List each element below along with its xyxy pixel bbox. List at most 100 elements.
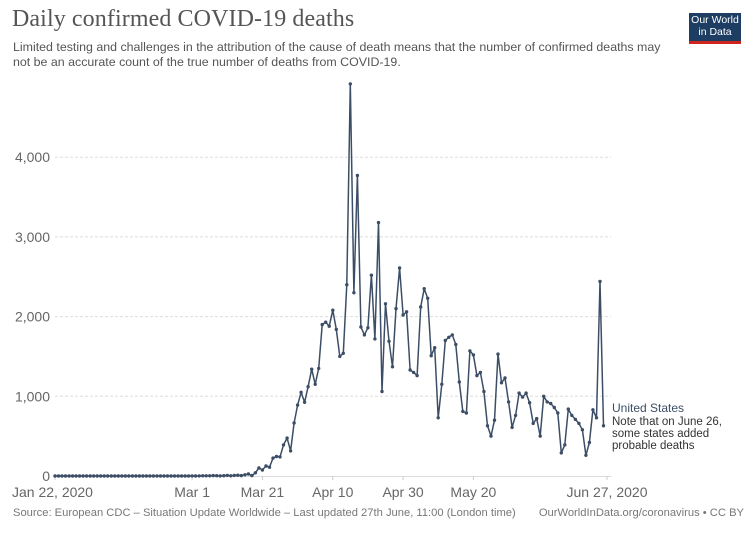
chart-title: Daily confirmed COVID-19 deaths	[12, 6, 355, 32]
data-point	[211, 473, 215, 478]
data-point	[426, 296, 430, 300]
data-point	[443, 338, 447, 343]
data-point	[310, 367, 314, 371]
data-point	[580, 428, 585, 432]
data-point	[281, 443, 286, 447]
data-point	[165, 474, 170, 478]
data-point	[436, 416, 440, 420]
data-point	[141, 474, 145, 478]
data-point	[517, 391, 521, 395]
data-point	[577, 421, 581, 426]
data-point	[106, 474, 110, 478]
credit-link[interactable]: OurWorldInData.org/coronavirus • CC BY	[538, 507, 744, 519]
data-point	[348, 82, 352, 86]
data-point	[362, 333, 367, 337]
data-point	[492, 418, 497, 422]
data-point	[496, 352, 500, 356]
data-point	[485, 424, 490, 428]
data-point	[183, 474, 187, 478]
grid-lines	[55, 156, 611, 397]
data-point	[591, 408, 595, 412]
data-point	[598, 279, 602, 284]
data-point	[243, 473, 247, 477]
data-point	[411, 370, 416, 375]
data-point	[113, 474, 117, 478]
data-point	[524, 391, 528, 395]
data-point	[172, 474, 177, 478]
data-point	[225, 473, 229, 478]
data-point	[380, 389, 384, 394]
series-label-united-states[interactable]: United States	[612, 401, 684, 415]
data-point	[158, 474, 163, 478]
data-point	[352, 291, 356, 295]
data-point	[457, 380, 461, 384]
data-point	[176, 474, 180, 478]
data-point	[137, 474, 142, 478]
data-point	[190, 474, 194, 478]
data-point	[81, 474, 85, 478]
data-point	[148, 474, 152, 478]
data-point	[179, 474, 184, 478]
data-point	[419, 305, 423, 309]
data-point	[359, 325, 363, 329]
owid-logo[interactable]: Our World in Data	[689, 13, 741, 44]
data-point	[285, 436, 289, 440]
data-point	[295, 403, 300, 407]
data-point	[531, 421, 535, 426]
data-point	[144, 474, 149, 478]
data-point	[116, 474, 121, 478]
data-point	[506, 400, 511, 404]
data-point	[302, 400, 307, 404]
data-point	[151, 474, 156, 478]
data-point	[130, 474, 135, 478]
data-point	[549, 401, 553, 406]
data-point	[250, 473, 254, 478]
data-point	[299, 390, 303, 394]
data-point	[208, 474, 212, 478]
data-point	[134, 474, 138, 478]
data-point	[556, 411, 560, 415]
data-point	[88, 474, 92, 478]
data-point	[464, 411, 469, 415]
data-point	[95, 474, 99, 478]
annotation-line: probable deaths	[612, 440, 695, 452]
data-point	[70, 474, 75, 478]
data-point	[236, 473, 240, 477]
data-point	[454, 342, 458, 347]
data-point	[341, 351, 345, 355]
data-point	[222, 474, 226, 478]
data-point	[429, 354, 433, 358]
data-point	[387, 339, 391, 343]
data-point	[246, 472, 251, 476]
data-point	[366, 326, 370, 330]
data-point	[292, 421, 296, 425]
data-point	[338, 354, 342, 359]
data-point	[559, 451, 563, 455]
data-point	[264, 464, 268, 468]
data-point	[390, 365, 395, 369]
data-point	[109, 474, 114, 478]
data-point	[503, 376, 507, 380]
data-point	[84, 474, 89, 478]
data-point	[67, 474, 71, 478]
data-point	[239, 473, 243, 478]
data-point	[373, 337, 377, 341]
data-point	[56, 474, 61, 478]
x-tick-label: Mar 21	[241, 484, 285, 500]
data-point	[53, 474, 57, 478]
x-tick-label: Apr 30	[382, 484, 423, 500]
chart-subtitle: Limited testing and challenges in the at…	[13, 40, 661, 69]
data-point	[215, 474, 219, 478]
x-tick-label: May 20	[450, 484, 496, 500]
data-point	[545, 400, 549, 404]
data-point	[320, 322, 324, 327]
data-point	[77, 474, 82, 478]
data-point	[324, 320, 328, 324]
data-point	[584, 453, 588, 457]
logo-line-2: in Data	[698, 25, 732, 38]
data-point	[288, 449, 293, 453]
data-point	[513, 413, 518, 418]
data-point	[475, 373, 479, 378]
data-point	[232, 473, 236, 478]
